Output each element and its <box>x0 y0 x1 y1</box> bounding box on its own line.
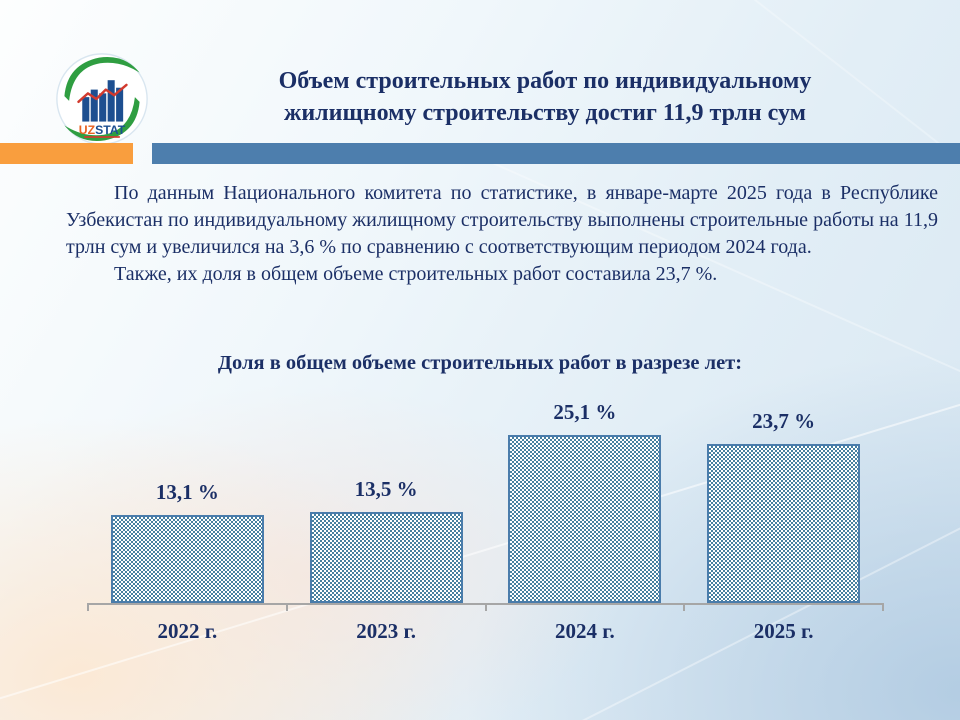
logo-bar-chart <box>82 80 124 122</box>
slide-title-line1: Объем строительных работ по индивидуальн… <box>278 68 812 94</box>
category-label: 2022 г. <box>157 619 218 643</box>
chart-categories: 2022 г. 2023 г. 2024 г. 2025 г. <box>88 619 883 644</box>
bar-value-label: 13,1 % <box>155 480 219 504</box>
chart-column: 13,1 % <box>88 480 287 603</box>
category-label: 2024 г. <box>555 619 615 643</box>
logo-trend-line <box>77 83 128 104</box>
axis-tick <box>882 603 884 611</box>
logo-underline <box>84 136 120 138</box>
category-label: 2025 г. <box>753 619 814 643</box>
axis-tick <box>285 603 288 611</box>
uzstat-logo-icon: UZSTAT <box>56 53 148 145</box>
chart-title: Доля в общем объеме строительных работ в… <box>217 352 743 374</box>
bar-chart: 13,1 % 13,5 % 25,1 % 23,7 % 2022 г. 2023 г. 2… <box>87 385 884 644</box>
axis-tick <box>87 603 89 611</box>
bar-value-label: 25,1 % <box>553 400 617 424</box>
category-label: 2023 г. <box>356 619 416 643</box>
logo-text: UZSTAT <box>79 123 126 137</box>
slide-title: Объем строительных работ по индивидуальн… <box>165 66 925 129</box>
chart-axis <box>87 603 884 611</box>
chart-plot: 13,1 % 13,5 % 25,1 % 23,7 % <box>88 385 883 603</box>
bar-2023 <box>309 512 463 603</box>
bar-2024 <box>508 435 662 603</box>
bar-2025 <box>707 444 861 603</box>
bar-value-label: 23,7 % <box>752 409 816 433</box>
bar-2022 <box>110 515 264 603</box>
accent-strip-blue <box>152 143 960 164</box>
body-paragraph-1: По данным Национального комитета по стат… <box>66 182 938 258</box>
slide-title-line2: жилищному строительству достиг 11,9 трлн… <box>283 99 807 126</box>
axis-tick <box>484 603 487 611</box>
chart-column: 23,7 % <box>684 409 883 603</box>
logo-green-swirl-top <box>64 57 140 101</box>
accent-strip-orange <box>0 143 133 164</box>
body-paragraph-2: Также, их доля в общем объеме строительн… <box>114 263 718 285</box>
bar-value-label: 13,5 % <box>354 477 418 501</box>
body-text: По данным Национального комитета по стат… <box>66 180 938 288</box>
logo-green-swirl-bottom <box>64 97 140 141</box>
chart-column: 25,1 % <box>486 400 685 603</box>
chart-column: 13,5 % <box>287 477 486 603</box>
axis-tick <box>683 603 686 611</box>
